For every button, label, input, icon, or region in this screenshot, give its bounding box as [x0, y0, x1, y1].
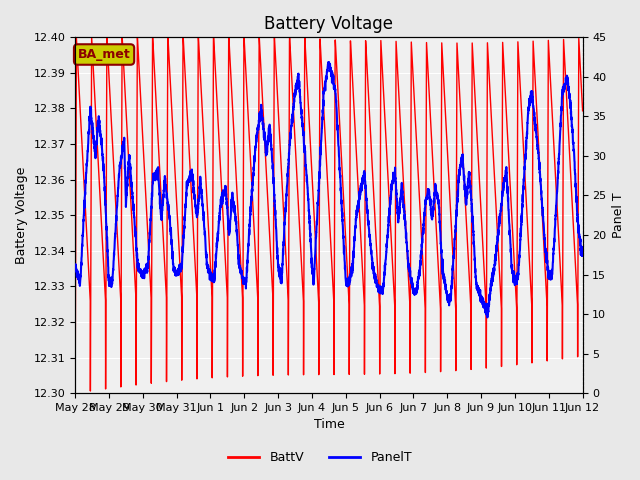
Legend: BattV, PanelT: BattV, PanelT	[223, 446, 417, 469]
Y-axis label: Battery Voltage: Battery Voltage	[15, 167, 28, 264]
Text: BA_met: BA_met	[77, 48, 131, 61]
Title: Battery Voltage: Battery Voltage	[264, 15, 394, 33]
X-axis label: Time: Time	[314, 419, 344, 432]
Y-axis label: Panel T: Panel T	[612, 192, 625, 238]
